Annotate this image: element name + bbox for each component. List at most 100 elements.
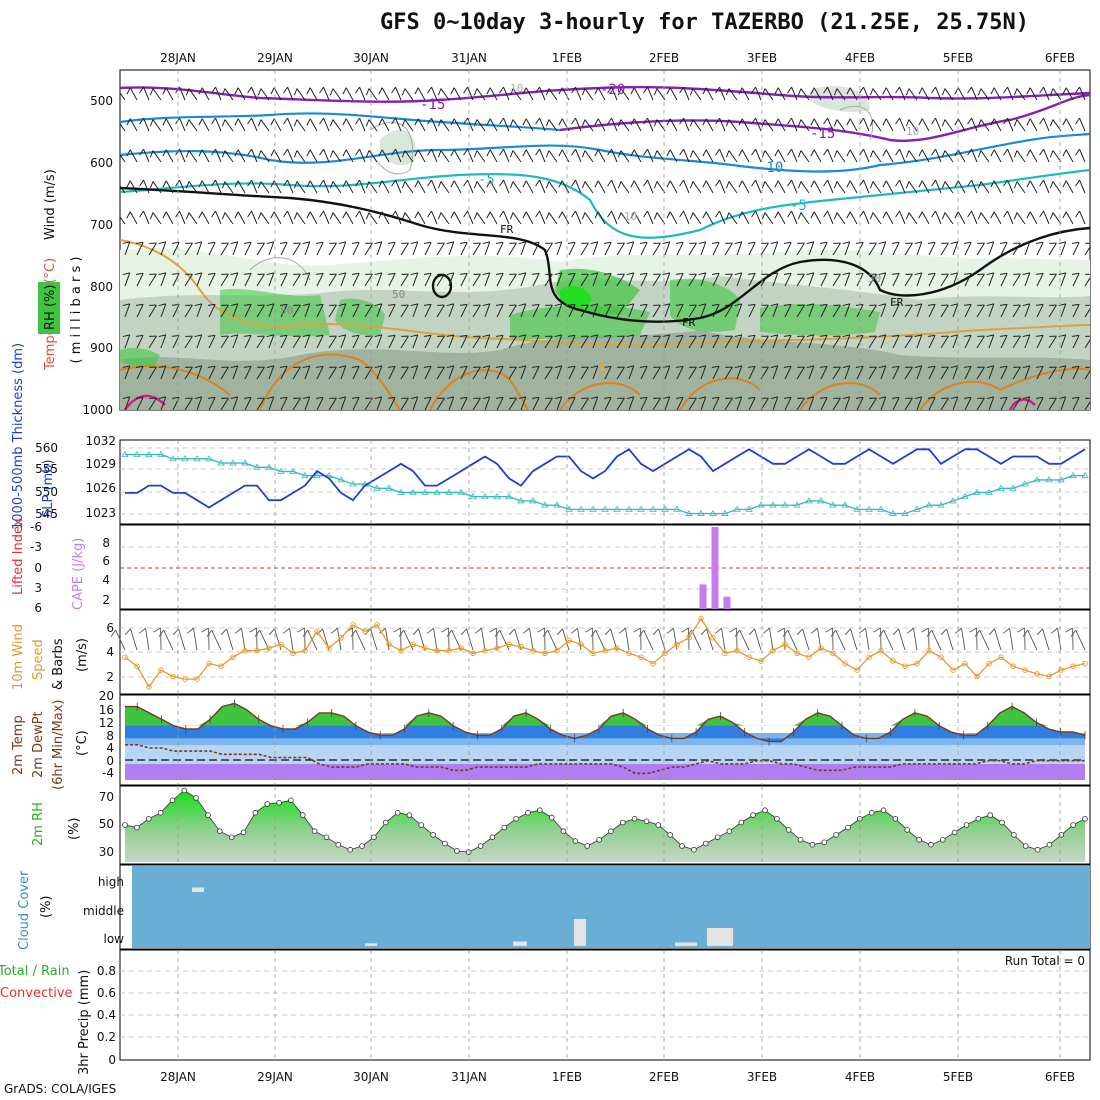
surface-barb [878,629,894,651]
upper-barb [652,335,661,349]
upper-barb [688,304,697,318]
upper-barb [833,150,846,163]
upper-barb [401,212,414,225]
upper-barb [963,396,972,410]
upper-barb [126,118,138,132]
upper-barb [918,118,930,132]
upper-barb [338,365,347,380]
upper-barb [914,334,923,349]
upper-barb [675,396,684,410]
upper-barb [1062,149,1074,163]
thickness-marker [889,509,897,516]
upper-barb [338,241,347,256]
upper-barb [495,241,504,256]
wind-speed-marker [686,635,692,641]
upper-barb [724,242,733,256]
cape-tick-2: 2 [102,593,110,607]
surface-barb [974,629,990,651]
upper-barb [472,366,481,380]
upper-barb [185,150,198,163]
upper-barb [760,273,769,287]
upper-barb [976,273,985,287]
upper-barb [904,366,913,380]
upper-barb [1048,304,1057,318]
thickness-marker [661,505,669,512]
upper-barb [688,242,697,256]
upper-barb [711,365,720,380]
upper-barb [832,273,841,287]
upper-barb [603,334,612,349]
upper-barb [328,304,337,318]
surface-barb [906,627,918,651]
upper-barb [120,119,126,132]
upper-barb [581,150,594,163]
upper-barb [567,241,576,256]
upper-barb [761,181,774,194]
upper-barb [819,241,828,256]
li-tick-0: 0 [34,561,42,575]
upper-barb [738,211,750,225]
upper-barb [387,334,396,349]
rh-tick-70: 70 [99,790,114,804]
wind-speed-marker [134,663,140,669]
upper-barb [544,273,553,287]
surface-wind-barbs [110,627,1086,651]
upper-barb [139,210,150,225]
upper-barb [554,365,563,380]
upper-barb [234,180,246,194]
wind-speed-marker [398,647,404,654]
upper-barb [319,179,330,194]
upper-barb [482,396,491,410]
thickness-marker [1033,476,1041,483]
upper-barb [230,334,239,349]
upper-barb [463,179,474,194]
wind-speed-marker [470,650,476,657]
run-total-label: Run Total = 0 [1005,954,1085,968]
upper-barb [446,272,455,287]
upper-barb [1035,303,1044,318]
upper-barb [292,273,301,287]
upper-barb [292,304,301,318]
upper-ylabel-rh-group: RH (%) [43,285,58,330]
upper-barb [446,396,455,410]
upper-barb [126,180,138,194]
upper-barb [1039,210,1050,225]
wind-speed-markers [122,615,1088,690]
upper-barb [1071,241,1080,256]
upper-barb [522,149,534,163]
upper-barb [734,396,743,410]
upper-barb [842,365,851,380]
surface-barb [652,628,666,651]
upper-barb [194,303,203,318]
upper-barb [446,334,455,349]
upper-barb [266,396,275,410]
upper-barb [698,303,707,318]
upper-barb [941,119,954,132]
upper-barb [423,241,432,256]
upper-barb [688,366,697,380]
upper-barb [554,272,563,287]
upper-barb [882,118,894,132]
cloud-ylabel-b: (%) [39,896,54,919]
upper-barb [1039,117,1050,132]
upper-barb [760,335,769,349]
upper-barb [293,181,306,194]
wind-ylabel-a: 10m Wind [11,624,26,690]
rh-marker [406,812,413,818]
upper-barb [158,365,167,380]
upper-barb [734,241,743,256]
temp-tick-12: 12 [99,716,114,730]
surface-barb [618,627,630,651]
upper-barb [437,150,450,163]
upper-barb [508,397,517,410]
wind-speed-marker [710,635,716,641]
upper-barb [234,149,246,163]
upper-barb [247,117,258,132]
upper-y-axis: 500 600 700 800 900 1000 [82,94,113,417]
date-label-bottom: 28JAN [160,1070,196,1084]
upper-barb [149,181,162,194]
upper-barb [643,148,654,163]
upper-barb [774,118,786,132]
upper-barb [734,272,743,287]
upper-barb [495,272,504,287]
